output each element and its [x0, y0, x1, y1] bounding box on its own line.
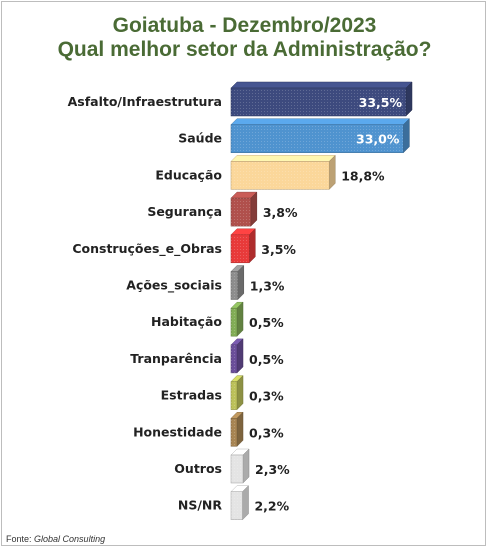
- bar-texture-10: [231, 455, 244, 483]
- bar-side-3: [250, 191, 258, 227]
- value-label-0: 33,5%: [359, 95, 403, 110]
- bar-side-4: [249, 228, 256, 264]
- bar-texture-7: [231, 344, 237, 373]
- category-label-5: Ações_sociais: [126, 278, 222, 294]
- bar-texture-1: [231, 124, 404, 153]
- bar-texture-4: [231, 234, 250, 263]
- bar-side-11: [242, 485, 249, 521]
- bar-top-0: [230, 81, 413, 89]
- chart-title: Goiatuba - Dezembro/2023: [112, 14, 377, 37]
- category-label-6: Habitação: [151, 314, 222, 329]
- bar-texture-6: [231, 308, 237, 337]
- value-label-6: 0,5%: [249, 315, 284, 330]
- category-label-4: Construções_e_Obras: [72, 241, 222, 257]
- category-label-7: Tranparência: [130, 351, 222, 366]
- category-label-1: Saúde: [178, 131, 222, 146]
- source-label: Fonte:: [6, 534, 32, 544]
- bar-side-0: [405, 81, 413, 117]
- bar-side-6: [236, 301, 244, 337]
- category-label-10: Outros: [174, 461, 222, 476]
- value-label-4: 3,5%: [261, 242, 296, 257]
- bar-texture-2: [231, 161, 330, 190]
- bar-side-10: [242, 448, 250, 484]
- category-label-3: Segurança: [147, 204, 222, 219]
- bar-texture-8: [231, 381, 237, 410]
- bar-texture-3: [231, 198, 251, 227]
- bar-side-2: [328, 154, 336, 191]
- bar-side-5: [237, 264, 245, 301]
- bar-side-8: [236, 374, 244, 411]
- value-label-5: 1,3%: [250, 279, 285, 294]
- bar-texture-11: [231, 491, 243, 520]
- value-label-9: 0,3%: [249, 425, 284, 440]
- value-label-3: 3,8%: [263, 205, 298, 220]
- bar-top-1: [230, 118, 410, 125]
- value-label-2: 18,8%: [341, 168, 385, 183]
- bar-texture-9: [231, 418, 237, 447]
- chart-subtitle: Qual melhor setor da Administração?: [57, 38, 432, 61]
- value-label-11: 2,2%: [254, 499, 289, 514]
- bar-texture-5: [231, 271, 238, 300]
- bar-top-2: [230, 155, 336, 162]
- bar-side-1: [403, 118, 410, 154]
- value-label-1: 33,0%: [356, 132, 400, 147]
- category-label-11: NS/NR: [178, 498, 222, 513]
- bar-side-7: [236, 338, 244, 374]
- value-label-10: 2,3%: [255, 462, 290, 477]
- category-label-8: Estradas: [161, 388, 222, 403]
- source-note: Fonte: Global Consulting: [6, 534, 105, 544]
- source-name: Global Consulting: [34, 534, 106, 544]
- bar-side-9: [236, 411, 244, 447]
- category-label-9: Honestidade: [133, 424, 222, 439]
- value-label-7: 0,5%: [249, 352, 284, 367]
- bar-texture-0: [231, 88, 406, 116]
- value-label-8: 0,3%: [249, 389, 284, 404]
- category-label-2: Educação: [155, 167, 222, 182]
- category-label-0: Asfalto/Infraestrutura: [68, 94, 222, 109]
